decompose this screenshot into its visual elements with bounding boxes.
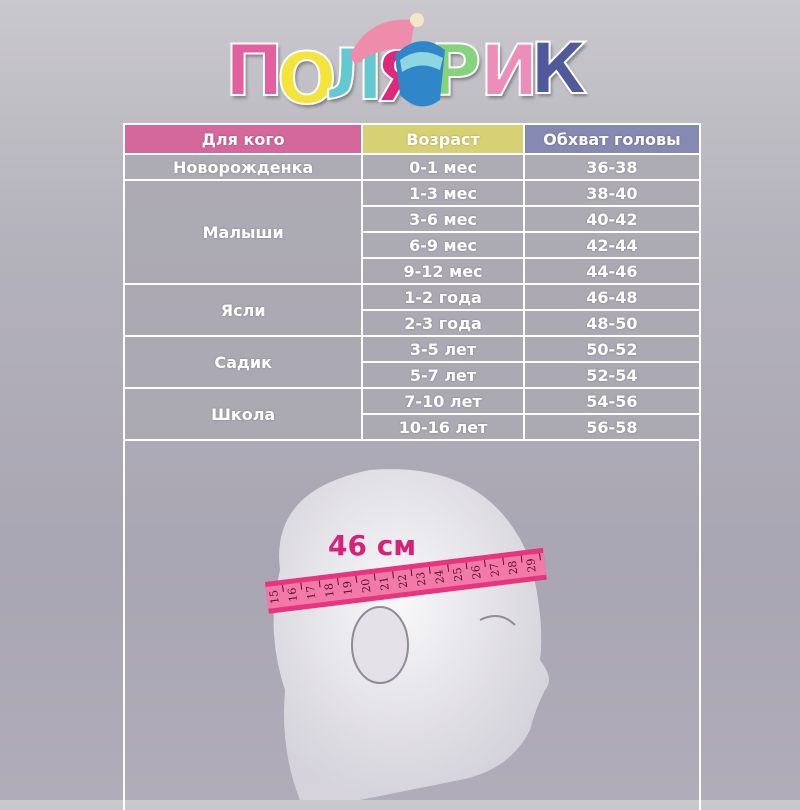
tape-number: 23 [414, 571, 429, 586]
age-cell: 6-9 мес [361, 231, 525, 259]
group-label: Новорожденка [122, 153, 364, 181]
age-cell: 1-2 года [361, 283, 525, 311]
tape-tick [300, 582, 303, 590]
tape-tick [337, 578, 339, 586]
tape-number: 27 [487, 562, 502, 577]
tape-tick [281, 584, 284, 592]
tape-tick [392, 571, 395, 579]
logo-letter: К [529, 27, 588, 111]
size-chart-table: Для кого Возраст Обхват головы Новорожде… [122, 123, 702, 441]
age-cell: 1-3 мес [361, 179, 525, 207]
group-label: Школа [122, 387, 364, 441]
logo-letter: О [276, 37, 337, 121]
logo-letter: П [224, 29, 285, 113]
group-label: Садик [122, 335, 364, 389]
size-cell: 54-56 [522, 387, 702, 415]
tape-tick [539, 553, 541, 561]
tape-number: 20 [359, 578, 374, 593]
tape-number: 24 [432, 569, 447, 584]
tape-tick [410, 569, 413, 577]
size-cell: 42-44 [522, 231, 702, 259]
measure-label: 46 см [328, 529, 416, 562]
header-head-size: Обхват головы [522, 123, 702, 155]
measuring-tape: 15 16 17 18 19 20 21 22 23 24 25 26 27 28 29 [265, 547, 547, 614]
age-cell: 9-12 мес [361, 257, 525, 285]
age-cell: 10-16 лет [361, 413, 525, 441]
hat-mascot-icon [350, 13, 445, 107]
tape-tick [355, 575, 358, 583]
tape-tick [502, 557, 505, 565]
size-cell: 36-38 [522, 153, 702, 181]
size-cell: 50-52 [522, 335, 702, 363]
size-cell: 38-40 [522, 179, 702, 207]
size-cell: 46-48 [522, 283, 702, 311]
tape-number: 28 [506, 560, 521, 575]
tape-number: 19 [341, 580, 356, 595]
baby-head-illustration: 15 16 17 18 19 20 21 22 23 24 25 26 27 28 29 46 см [265, 469, 549, 800]
age-cell: 5-7 лет [361, 361, 525, 389]
tape-tick [465, 562, 468, 570]
tape-number: 18 [322, 582, 337, 597]
tape-tick [318, 580, 321, 588]
tape-tick [483, 560, 486, 568]
size-cell: 48-50 [522, 309, 702, 337]
tape-number: 29 [524, 558, 539, 573]
size-cell: 44-46 [522, 257, 702, 285]
tape-number: 17 [304, 585, 319, 600]
tape-number: 25 [451, 567, 466, 582]
header-who: Для кого [122, 123, 364, 155]
tape-tick [447, 564, 450, 572]
brand-logo: П О Л Я Р И К [224, 10, 588, 121]
illustration-frame [123, 440, 701, 810]
tape-tick [520, 555, 523, 563]
age-cell: 0-1 мес [361, 153, 525, 181]
tape-number: 16 [285, 587, 300, 602]
age-cell: 7-10 лет [361, 387, 525, 415]
tape-number: 22 [396, 573, 411, 588]
tape-number: 15 [267, 589, 282, 604]
tape-number: 26 [469, 564, 484, 579]
size-cell: 40-42 [522, 205, 702, 233]
age-cell: 3-5 лет [361, 335, 525, 363]
size-cell: 52-54 [522, 361, 702, 389]
size-cell: 56-58 [522, 413, 702, 441]
header-age: Возраст [361, 123, 525, 155]
tape-tick [373, 573, 376, 581]
tape-tick [428, 566, 431, 574]
group-label: Ясли [122, 283, 364, 337]
age-cell: 2-3 года [361, 309, 525, 337]
age-cell: 3-6 мес [361, 205, 525, 233]
group-label: Малыши [122, 179, 364, 285]
tape-number: 21 [377, 576, 392, 591]
logo-letter: И [479, 29, 540, 113]
